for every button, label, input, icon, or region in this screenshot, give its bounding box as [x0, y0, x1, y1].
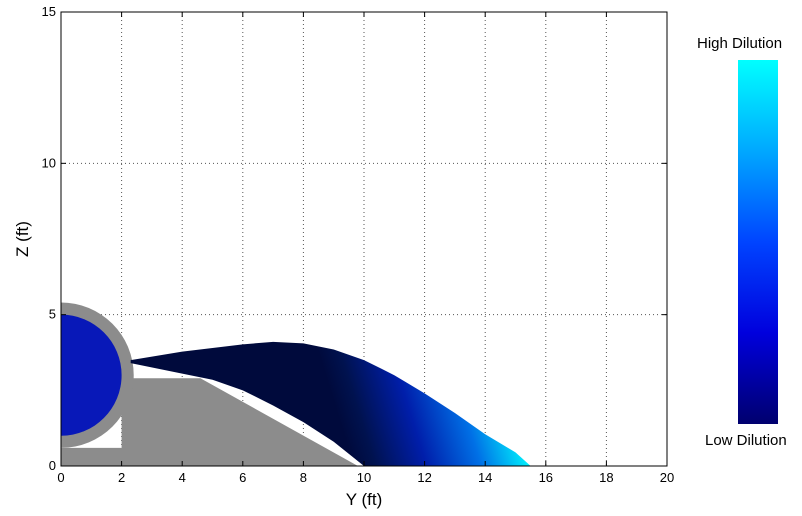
grid-lines — [61, 12, 667, 466]
x-tick-label: 6 — [239, 470, 246, 485]
x-tick-label: 18 — [599, 470, 613, 485]
x-tick-label: 10 — [357, 470, 371, 485]
x-tick-label: 2 — [118, 470, 125, 485]
pipe-outfall — [61, 314, 122, 436]
effluent-plume — [130, 341, 531, 466]
colorbar — [738, 60, 778, 424]
x-tick-label: 16 — [539, 470, 553, 485]
x-tick-label: 8 — [300, 470, 307, 485]
colorbar-max-label: High Dilution — [697, 35, 783, 52]
x-tick-label: 12 — [417, 470, 431, 485]
axis-ticks: 0 2 4 6 8 10 12 14 16 18 20 0 5 10 15 — [42, 4, 675, 485]
x-tick-label: 0 — [57, 470, 64, 485]
y-tick-label: 15 — [42, 4, 56, 19]
x-tick-label: 14 — [478, 470, 492, 485]
y-tick-label: 0 — [49, 458, 56, 473]
y-tick-label: 5 — [49, 307, 56, 322]
y-tick-label: 10 — [42, 155, 56, 170]
x-axis-label: Y (ft) — [346, 490, 383, 509]
y-axis-label: Z (ft) — [13, 221, 32, 257]
colorbar-min-label: Low Dilution — [705, 432, 787, 449]
ground-embankment — [61, 378, 358, 466]
x-tick-label: 4 — [179, 470, 186, 485]
scene — [61, 302, 531, 466]
x-tick-label: 20 — [660, 470, 674, 485]
